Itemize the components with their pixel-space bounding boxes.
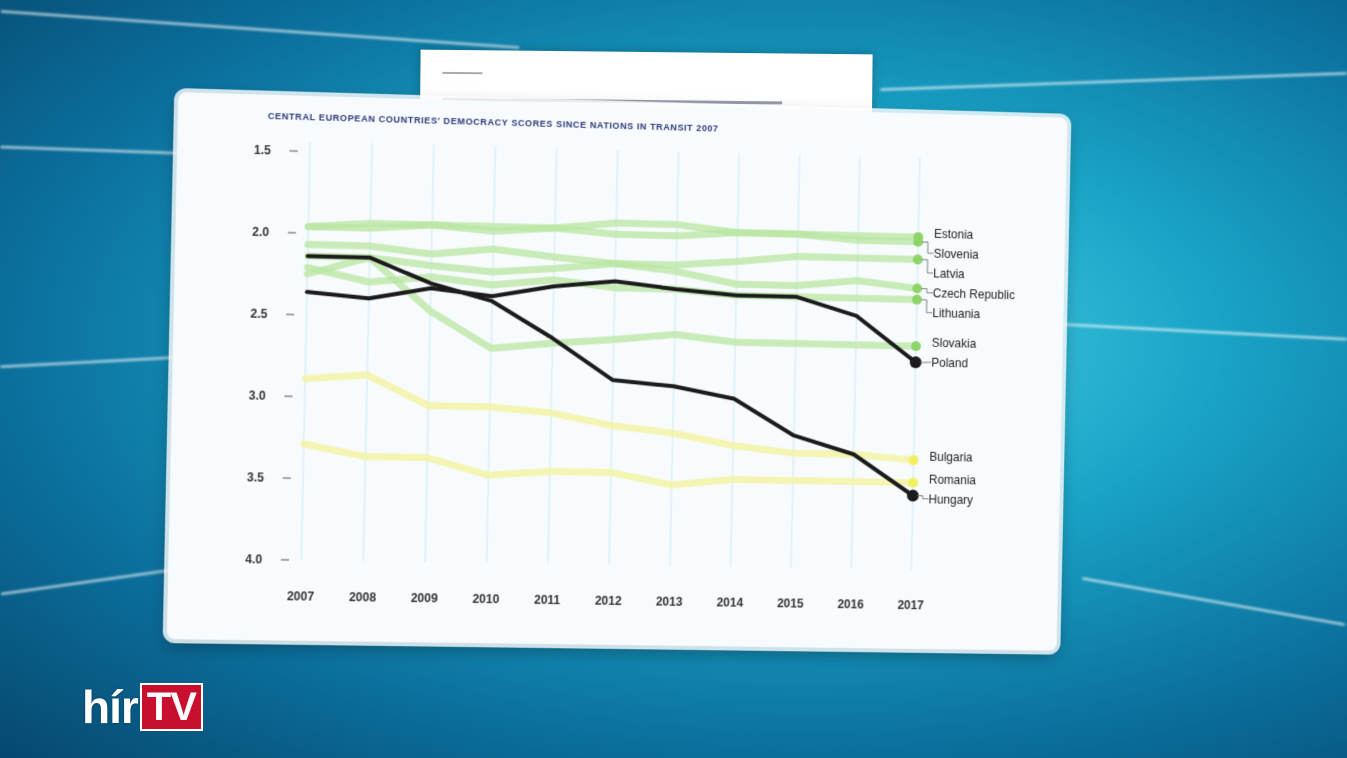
label-leader-line: [922, 242, 934, 253]
background-streak: [1050, 322, 1347, 341]
background-streak: [880, 71, 1347, 92]
x-tick-label: 2015: [777, 596, 804, 610]
series-labels: Estonia Slovenia Latvia Czech Republic Lithu…: [908, 227, 1015, 507]
series-label: Romania: [929, 472, 977, 487]
grid-line: [731, 153, 740, 567]
background-streak: [1081, 576, 1346, 627]
chart-title: CENTRAL EUROPEAN COUNTRIES' DEMOCRACY SC…: [268, 111, 719, 134]
x-tick-label: 2007: [287, 589, 315, 603]
y-tick-label: 2.5: [250, 307, 268, 321]
x-tick-label: 2009: [411, 591, 439, 605]
x-tick-label: 2017: [897, 598, 924, 612]
y-tick-label: 2.0: [252, 225, 270, 239]
series-label: Poland: [931, 356, 968, 371]
series-label: Slovakia: [932, 336, 977, 351]
series-label: Czech Republic: [933, 286, 1015, 302]
background-streak: [0, 9, 520, 50]
y-axis: 1.5 2.0 2.5 3.0 3.5 4.0: [245, 143, 298, 567]
series-line: [304, 374, 915, 461]
highlighted-series: [303, 256, 922, 502]
series-label: Estonia: [934, 227, 974, 242]
x-tick-label: 2010: [472, 592, 499, 606]
x-tick-label: 2016: [837, 597, 864, 611]
grid-line: [548, 148, 557, 564]
logo-text-tv: TV: [139, 683, 203, 731]
grid-line: [425, 145, 434, 562]
background-document-rule: [442, 71, 483, 75]
y-tick-label: 4.0: [245, 552, 263, 566]
x-tick-label: 2013: [656, 595, 683, 609]
y-tick-label: 1.5: [254, 143, 272, 158]
grid-line: [363, 143, 372, 561]
y-tick-label: 3.5: [247, 470, 265, 484]
grid-line: [791, 155, 800, 568]
grid-line: [301, 141, 310, 560]
democracy-scores-chart: CENTRAL EUROPEAN COUNTRIES' DEMOCRACY SC…: [245, 111, 1015, 612]
grid-line: [851, 156, 860, 568]
x-tick-label: 2011: [534, 593, 561, 607]
label-leader-line: [921, 260, 933, 273]
series-label: Hungary: [928, 492, 973, 507]
series-end-marker: [909, 356, 922, 369]
label-leader-line: [921, 289, 933, 293]
x-tick-label: 2008: [349, 590, 377, 604]
label-leader-line: [921, 300, 933, 313]
logo-text-hir: hír: [82, 681, 139, 733]
series-end-marker: [906, 489, 919, 502]
hirtv-logo: hír TV: [82, 681, 203, 733]
grid-line: [487, 146, 496, 562]
y-tick-label: 3.0: [249, 388, 267, 402]
background-streak: [0, 567, 180, 596]
x-tick-label: 2012: [595, 594, 622, 608]
background-streak: [0, 354, 200, 369]
background-series: [303, 215, 918, 489]
grid-line: [670, 151, 679, 565]
x-tick-label: 2014: [716, 595, 743, 609]
series-label: Bulgaria: [929, 450, 973, 465]
grid-lines: [301, 141, 920, 569]
series-label: Slovenia: [933, 246, 979, 261]
series-label: Lithuania: [932, 306, 980, 321]
x-axis: 2007 2008 2009 2010 2011 2012 2013 2014 2015 2016…: [287, 589, 924, 612]
grid-line: [608, 149, 619, 565]
series-label: Latvia: [933, 266, 965, 281]
chart-card: CENTRAL EUROPEAN COUNTRIES' DEMOCRACY SC…: [166, 92, 1068, 651]
